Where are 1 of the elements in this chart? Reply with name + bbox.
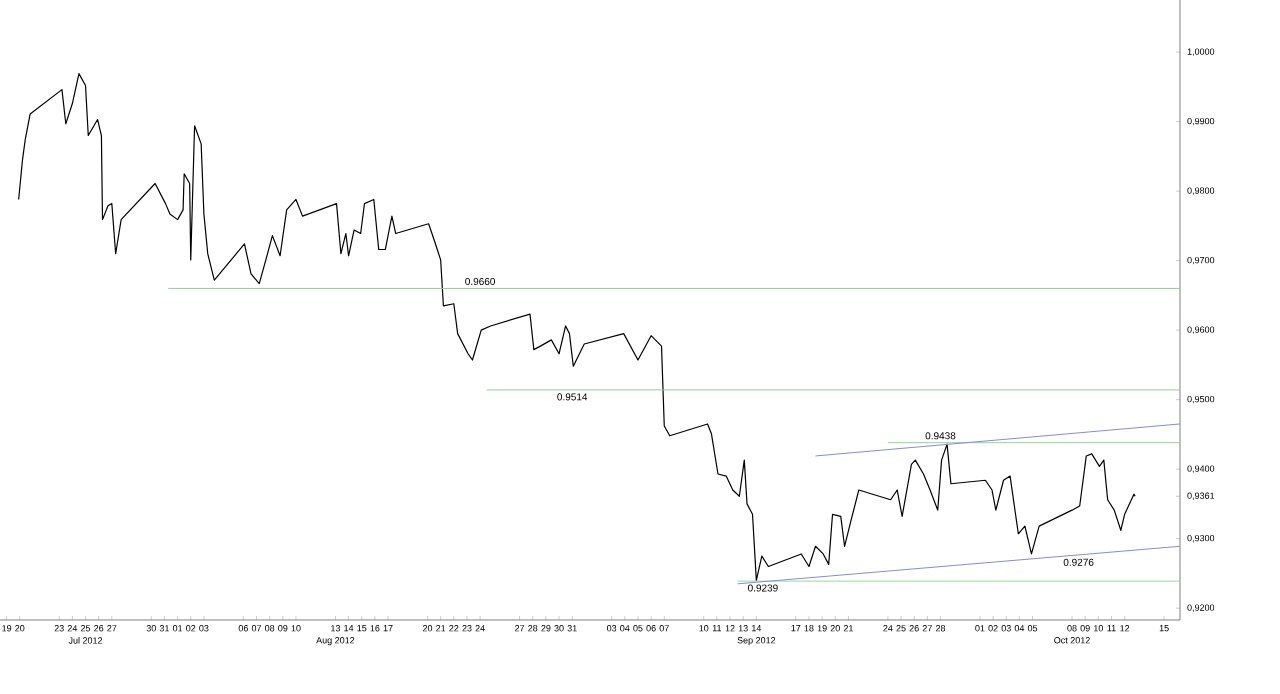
line-series	[18, 73, 1136, 581]
